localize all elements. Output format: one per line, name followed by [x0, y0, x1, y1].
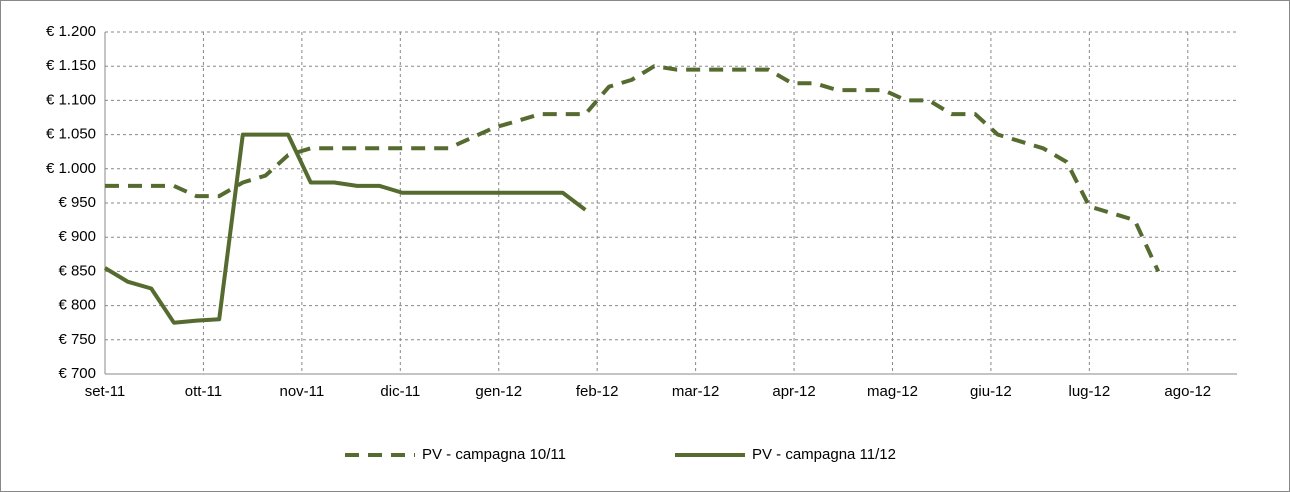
x-tick-label: set-11: [85, 383, 126, 400]
y-tick-label: € 950: [58, 194, 96, 211]
y-tick-label: € 850: [58, 262, 96, 279]
x-tick-label: dic-11: [380, 383, 420, 400]
x-tick-label: ott-11: [185, 383, 222, 400]
y-tick-label: € 750: [58, 331, 96, 348]
y-tick-label: € 1.000: [46, 160, 96, 177]
y-tick-label: € 900: [58, 228, 96, 245]
series-line: [103, 132, 587, 325]
x-tick-label: feb-12: [576, 383, 619, 400]
x-tick-label: ago-12: [1164, 383, 1211, 400]
x-tick-label: apr-12: [772, 383, 815, 400]
x-tick-label: mag-12: [867, 383, 918, 400]
x-tick-label: lug-12: [1068, 383, 1110, 400]
x-tick-label: nov-11: [279, 383, 324, 400]
y-tick-label: € 1.150: [46, 57, 96, 74]
legend-label: PV - campagna 11/12: [752, 446, 896, 463]
y-tick-label: € 700: [58, 365, 96, 382]
y-tick-label: € 1.100: [46, 91, 96, 108]
x-tick-label: giu-12: [970, 383, 1012, 400]
y-tick-label: € 1.050: [46, 126, 96, 143]
x-tick-label: gen-12: [475, 383, 522, 400]
series-line: [105, 64, 1161, 273]
legend-label: PV - campagna 10/11: [422, 446, 566, 463]
x-tick-label: mar-12: [672, 383, 720, 400]
y-tick-label: € 800: [58, 297, 96, 314]
y-tick-label: € 1.200: [46, 23, 96, 40]
